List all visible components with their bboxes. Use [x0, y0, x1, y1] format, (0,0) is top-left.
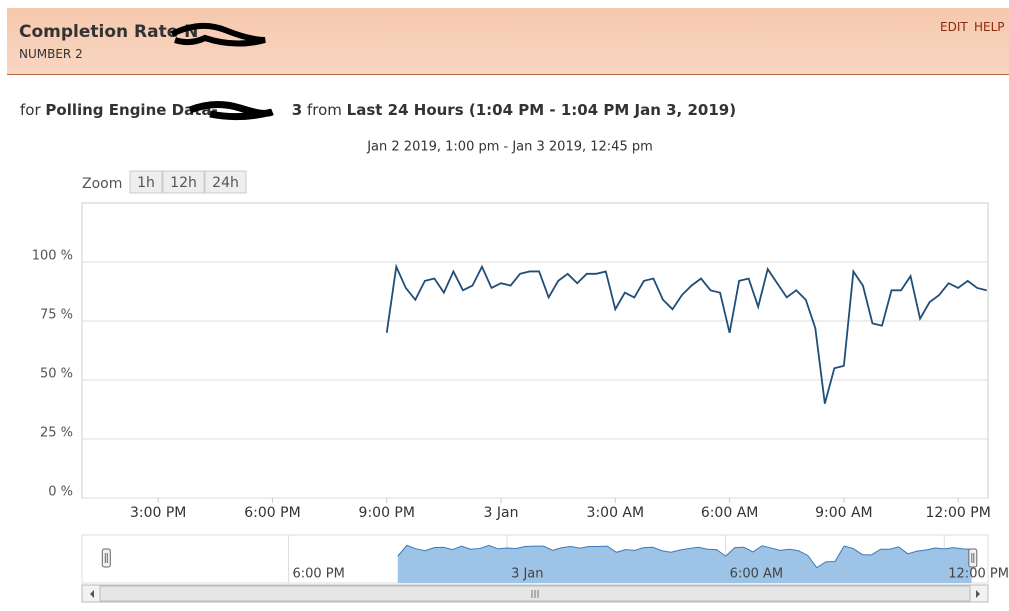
series-line: [385, 263, 987, 404]
zoom-button-label[interactable]: 1h: [137, 175, 155, 191]
x-tick-label: 12:00 PM: [925, 505, 990, 521]
x-tick-label: 3:00 PM: [130, 505, 186, 521]
navigator-handle-grip: [104, 553, 108, 563]
y-tick-label: 25 %: [40, 426, 73, 441]
entity-suffix: 3: [291, 101, 303, 119]
navigator-handle[interactable]: [968, 548, 978, 568]
zoom-button-label[interactable]: 24h: [212, 175, 239, 191]
connector: from: [306, 101, 342, 119]
resource-line: for Polling Engine Data- 3 from Last 24 H…: [20, 101, 736, 119]
navigator-tick-label: 12:00 PM: [948, 567, 1009, 582]
entity: Polling Engine Data-: [45, 101, 218, 119]
x-tick-label: 6:00 PM: [244, 505, 300, 521]
subtitle: NUMBER 2: [19, 47, 83, 61]
x-tick-label: 3 Jan: [484, 505, 519, 521]
redaction: [170, 22, 266, 47]
x-tick-label: 9:00 PM: [359, 505, 415, 521]
y-tick-label: 0 %: [48, 485, 73, 500]
scroll-grip: [531, 590, 539, 598]
zoom-label: Zoom: [82, 176, 122, 192]
x-tick-label: 3:00 AM: [587, 505, 645, 521]
edit-link[interactable]: EDIT: [940, 20, 968, 34]
navigator-area: [397, 545, 972, 583]
zoom-button[interactable]: [204, 170, 247, 194]
navigator-handle-grip: [971, 553, 975, 563]
navigator-handle[interactable]: [101, 548, 111, 568]
redaction: [188, 101, 274, 121]
chart-subtitle: Jan 2 2019, 1:00 pm - Jan 3 2019, 12:45 …: [366, 140, 653, 155]
zoom-button[interactable]: [129, 170, 163, 194]
zoom-button[interactable]: [162, 170, 205, 194]
navigator-tick-label: 6:00 PM: [292, 567, 344, 582]
navigator-tick-label: 3 Jan: [511, 567, 543, 582]
plot-area: [81, 202, 989, 499]
y-tick-label: 75 %: [40, 308, 73, 323]
x-tick-label: 9:00 AM: [815, 505, 873, 521]
y-tick-label: 50 %: [40, 367, 73, 382]
prefix: for: [20, 101, 41, 119]
navigator-tick-label: 6:00 AM: [730, 567, 783, 582]
help-link[interactable]: HELP: [974, 20, 1005, 34]
x-tick-label: 6:00 AM: [701, 505, 759, 521]
title: Completion Rate N: [19, 22, 199, 42]
range: Last 24 Hours (1:04 PM - 1:04 PM Jan 3, …: [346, 101, 737, 119]
navigator-line: [397, 544, 972, 569]
zoom-button-label[interactable]: 12h: [170, 175, 197, 191]
y-tick-label: 100 %: [32, 249, 73, 264]
header: Completion Rate N NUMBER 2 EDIT HELP: [7, 8, 1009, 75]
